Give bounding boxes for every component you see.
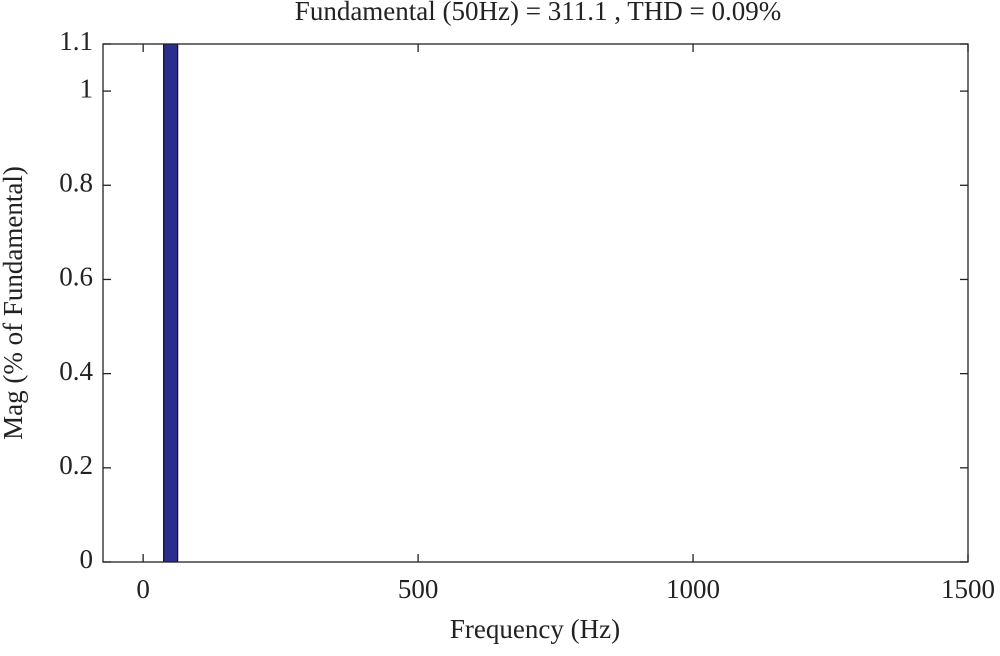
x-tick-label: 0 <box>136 574 150 604</box>
y-tick-label: 1 <box>80 73 94 103</box>
y-tick-label: 0.2 <box>59 450 93 480</box>
y-tick-label: 1.1 <box>59 26 93 56</box>
y-axis-label: Mag (% of Fundamental) <box>0 166 28 440</box>
x-tick-label: 1500 <box>941 574 995 604</box>
x-tick-label: 500 <box>398 574 439 604</box>
y-tick-label: 0.6 <box>59 262 93 292</box>
bar <box>163 44 179 562</box>
axes-box <box>102 43 969 563</box>
y-tick-label: 0.8 <box>59 167 93 197</box>
y-tick-label: 0.4 <box>59 356 93 386</box>
x-tick-label: 1000 <box>666 574 720 604</box>
y-tick-label: 0 <box>80 544 94 574</box>
x-axis-label: Frequency (Hz) <box>450 614 620 644</box>
plot-area <box>163 44 179 562</box>
chart-title: Fundamental (50Hz) = 311.1 , THD = 0.09% <box>295 0 781 26</box>
